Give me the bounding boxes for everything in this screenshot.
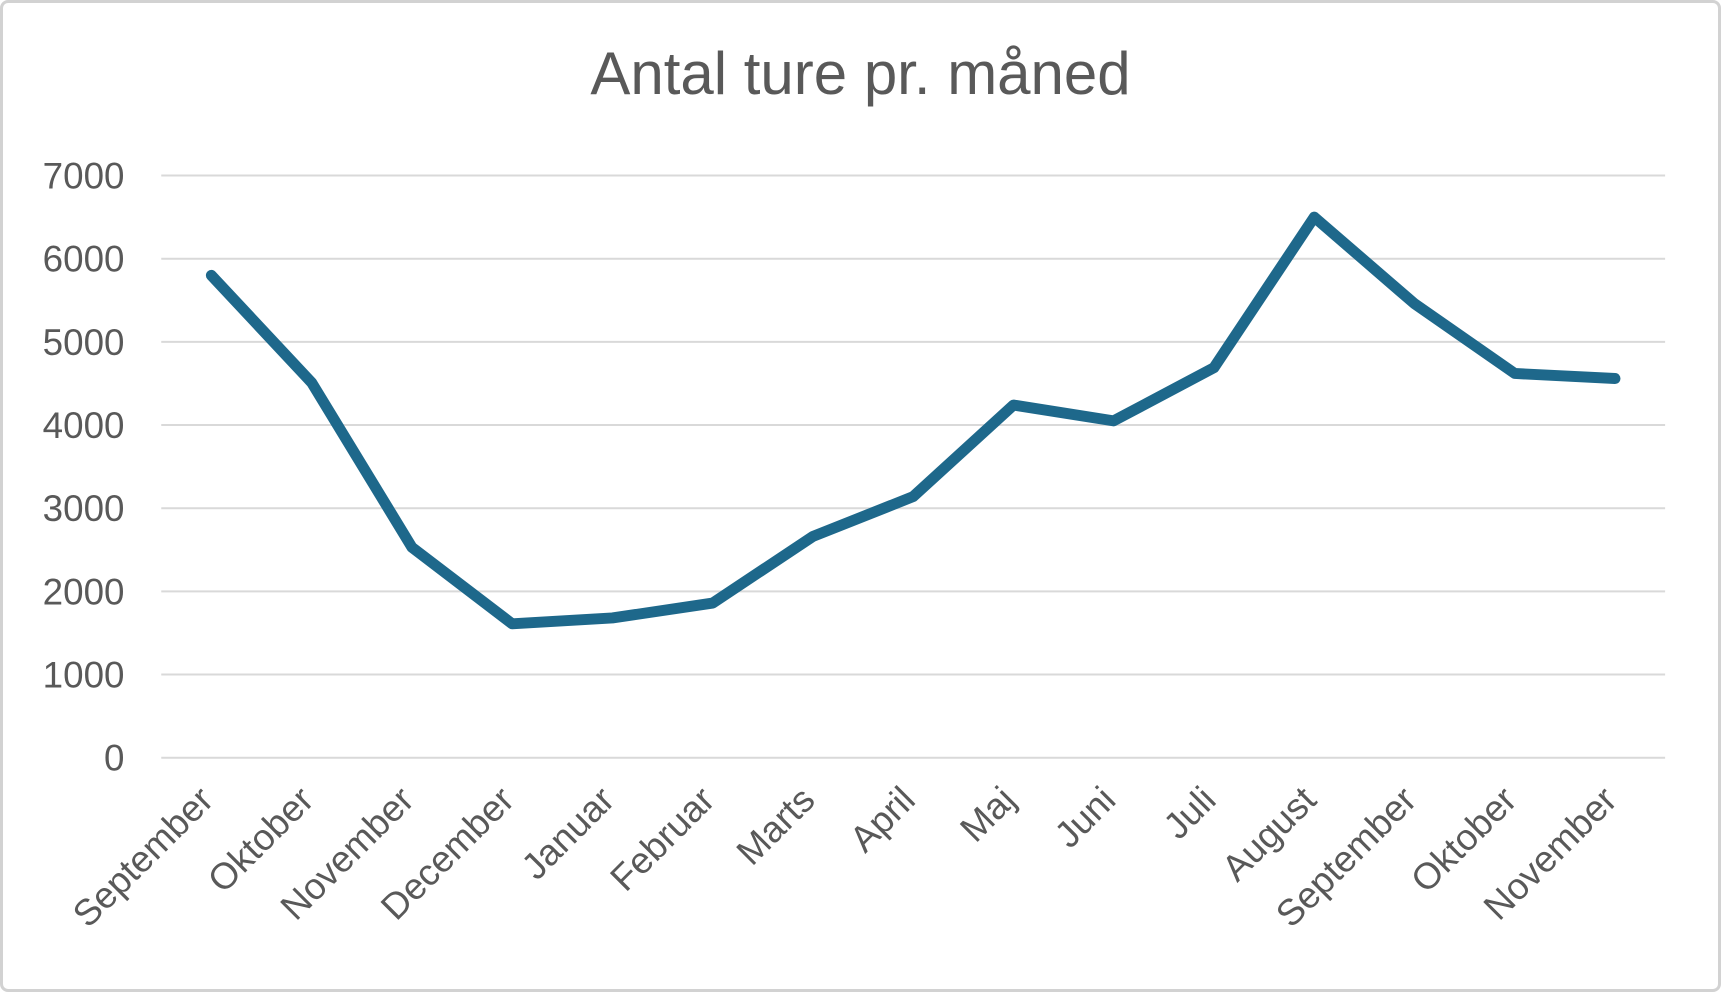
y-axis-tick-label: 0 (104, 738, 124, 779)
y-axis-tick-label: 1000 (43, 654, 125, 695)
y-axis-tick-label: 6000 (43, 239, 125, 280)
x-axis-category-label: April (842, 779, 923, 860)
chart-title: Antal ture pr. måned (590, 40, 1131, 107)
y-axis-tick-label: 3000 (43, 488, 125, 529)
x-axis-category-label: September (65, 779, 221, 935)
data-line-series (205, 211, 1621, 630)
y-axis-tick-label: 5000 (43, 322, 125, 363)
x-axis-category-label: Juli (1156, 779, 1224, 847)
y-axis-tick-label: 4000 (43, 405, 125, 446)
x-axis-category-label: Juni (1047, 779, 1124, 856)
x-axis-category-label: Maj (952, 779, 1023, 850)
plot-area: 01000200030004000500060007000SeptemberOk… (43, 155, 1666, 935)
y-axis-tick-label: 2000 (43, 571, 125, 612)
x-axis-category-label: Marts (729, 779, 823, 873)
x-axis-category-label: Februar (602, 779, 722, 899)
y-axis-tick-label: 7000 (43, 155, 125, 196)
